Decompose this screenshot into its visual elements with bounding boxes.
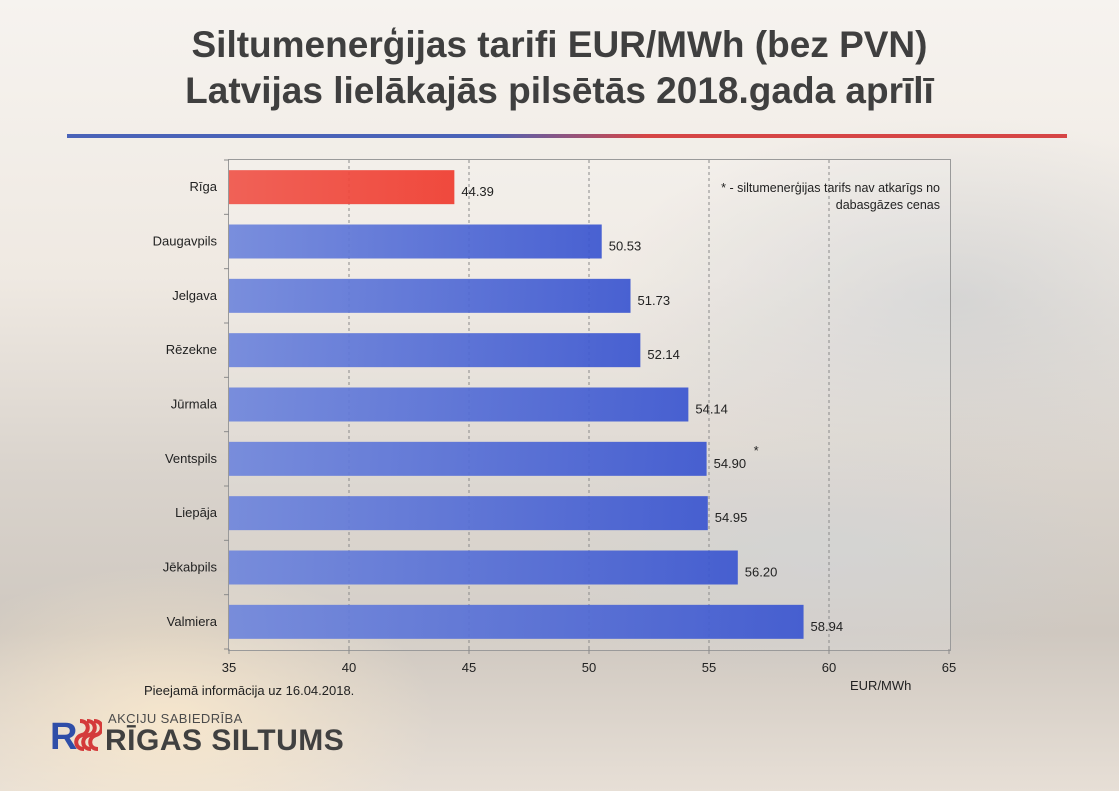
data-label: 54.95 — [715, 510, 748, 525]
bar — [229, 333, 641, 368]
data-label: 54.90 — [714, 456, 747, 471]
bar — [229, 604, 804, 639]
category-label: Jēkabpils — [163, 560, 218, 575]
x-tick-label: 50 — [582, 660, 596, 675]
data-label: 52.14 — [647, 347, 680, 362]
chart-title: Siltumenerģijas tarifi EUR/MWh (bez PVN)… — [0, 22, 1119, 114]
bar — [229, 170, 455, 205]
x-tick-label: 45 — [462, 660, 476, 675]
data-label: 51.73 — [638, 293, 671, 308]
data-label: 44.39 — [461, 184, 494, 199]
logo-name: RĪGAS SILTUMS — [105, 724, 345, 757]
data-label: 54.14 — [695, 402, 728, 417]
category-label: Rīga — [190, 179, 218, 194]
bar — [229, 441, 707, 476]
svg-text:R: R — [50, 716, 77, 757]
category-label: Daugavpils — [153, 234, 218, 249]
bar — [229, 496, 708, 531]
title-divider — [67, 134, 1067, 138]
x-tick-label: 35 — [222, 660, 236, 675]
footnote-line-1: * - siltumenerģijas tarifs nav atkarīgs … — [721, 181, 940, 195]
company-logo: R AKCIJU SABIEDRĪBA RĪGAS SILTUMS — [50, 711, 360, 761]
title-line-2: Latvijas lielākajās pilsētās 2018.gada a… — [185, 70, 934, 111]
bar — [229, 550, 738, 585]
x-tick-label: 65 — [942, 660, 956, 675]
data-label: 50.53 — [609, 239, 642, 254]
category-label: Rēzekne — [166, 342, 217, 357]
x-axis-unit-label: EUR/MWh — [850, 678, 912, 693]
data-label-asterisk: * — [754, 443, 759, 458]
category-label: Jelgava — [172, 288, 218, 303]
category-label: Liepāja — [175, 505, 218, 520]
x-tick-label: 40 — [342, 660, 356, 675]
bar — [229, 387, 689, 422]
source-note: Pieejamā informācija uz 16.04.2018. — [144, 683, 355, 698]
footnote-line-2: dabasgāzes cenas — [835, 198, 940, 212]
x-tick-label: 60 — [822, 660, 836, 675]
data-label: 56.20 — [745, 565, 778, 580]
bar — [229, 224, 602, 259]
category-label: Jūrmala — [171, 397, 218, 412]
category-label: Valmiera — [167, 614, 218, 629]
logo-subtitle: AKCIJU SABIEDRĪBA — [108, 711, 243, 726]
category-label: Ventspils — [165, 451, 218, 466]
data-label: 58.94 — [811, 619, 844, 634]
rs-logo-icon: R — [50, 716, 102, 757]
title-line-1: Siltumenerģijas tarifi EUR/MWh (bez PVN) — [191, 24, 928, 65]
x-tick-label: 55 — [702, 660, 716, 675]
footnote: * - siltumenerģijas tarifs nav atkarīgs … — [640, 180, 940, 214]
bar — [229, 278, 631, 313]
